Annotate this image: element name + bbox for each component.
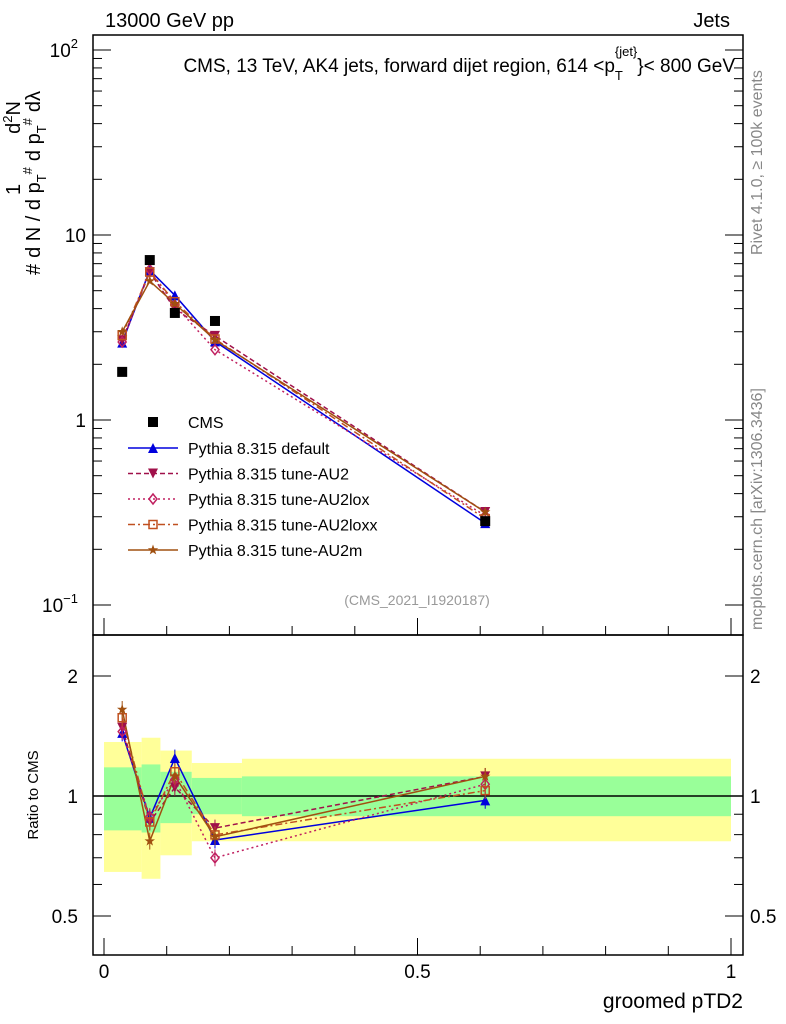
legend-label: Pythia 8.315 tune-AU2: [188, 467, 349, 484]
ratio-point: [145, 817, 155, 827]
ratio-y-label: Ratio to CMS: [25, 750, 42, 839]
cms-data-point: [480, 516, 491, 527]
legend-marker: [148, 519, 158, 530]
cms-data-point: [169, 307, 180, 318]
legend: Pythia 8.315 default Pythia 8.315 tune-AU…: [128, 415, 377, 560]
legend-marker: [148, 468, 158, 479]
x-tick-label: 0.5: [404, 962, 430, 983]
x-tick-label: 1: [726, 962, 737, 983]
legend-label: Pythia 8.315 tune-AU2loxx: [188, 518, 377, 535]
y-axis-label-numerator: 1d2N: [0, 101, 25, 195]
ratio-point: [480, 785, 490, 796]
legend-label: Pythia 8.315 tune-AU2lox: [188, 492, 369, 509]
cms-data-point: [209, 315, 220, 326]
series-line-ratio: [121, 731, 486, 859]
series-point: [169, 298, 181, 309]
y-tick-label: 1: [75, 411, 86, 432]
legend-label: Pythia 8.315 tune-AU2m: [188, 543, 362, 560]
ratio-point: [117, 725, 128, 738]
ratio-point: [169, 770, 181, 781]
mcplots-label: mcplots.cern.ch [arXiv:1306.3436]: [749, 388, 766, 630]
ratio-point: [480, 770, 491, 781]
x-axis-label: groomed pTD2: [603, 990, 743, 1013]
x-tick-label: 0: [99, 962, 110, 983]
header-left: 13000 GeV pp: [105, 10, 234, 32]
legend-marker: [148, 417, 158, 427]
series-point: [480, 506, 491, 517]
watermark: (CMS_2021_I1920187): [344, 592, 490, 608]
y-tick-label: 10−1: [42, 591, 78, 617]
ratio-y-tick-label: 1: [67, 787, 78, 808]
y-tick-label: 102: [50, 36, 78, 62]
ratio-y-tick-label: 0.5: [750, 907, 776, 928]
ratio-point: [209, 831, 221, 842]
y-axis-label: #d N / d pT#d pT#dλ: [20, 91, 49, 275]
legend-marker: [147, 544, 159, 555]
ratio-y-tick-label: 0.5: [52, 907, 78, 928]
series-point: [144, 267, 155, 278]
ratio-point: [169, 753, 180, 764]
header-right: Jets: [693, 10, 730, 32]
data-marks: [117, 255, 491, 867]
series-point: [144, 275, 155, 286]
ratio-point: [210, 851, 220, 865]
cms-data-point: [144, 255, 155, 266]
chart-title: CMS, 13 TeV, AK4 jets, forward dijet reg…: [183, 44, 735, 83]
ratio-y-tick-label: 2: [67, 667, 78, 688]
ratio-y-tick-label: 2: [750, 667, 761, 688]
legend-marker: [148, 443, 158, 453]
ratio-point: [117, 704, 128, 714]
ratio-bands: [93, 737, 743, 879]
series-point: [117, 335, 128, 349]
uncertainty-band-inner: [104, 767, 142, 831]
legend-label: CMS: [188, 415, 224, 432]
legend-label: Pythia 8.315 default: [188, 441, 330, 458]
series-point: [209, 334, 221, 345]
ratio-y-tick-label: 1: [750, 787, 761, 808]
legend-marker: [148, 492, 158, 506]
ratio-point: [480, 795, 491, 806]
series-point: [210, 343, 220, 356]
series-point: [117, 326, 128, 337]
y-tick-label: 10: [65, 226, 86, 247]
ratio-point: [144, 835, 155, 846]
rivet-label: Rivet 4.1.0, ≥ 100k events: [749, 70, 766, 255]
cms-data-point: [117, 366, 128, 377]
series-line-ratio: [121, 717, 486, 836]
